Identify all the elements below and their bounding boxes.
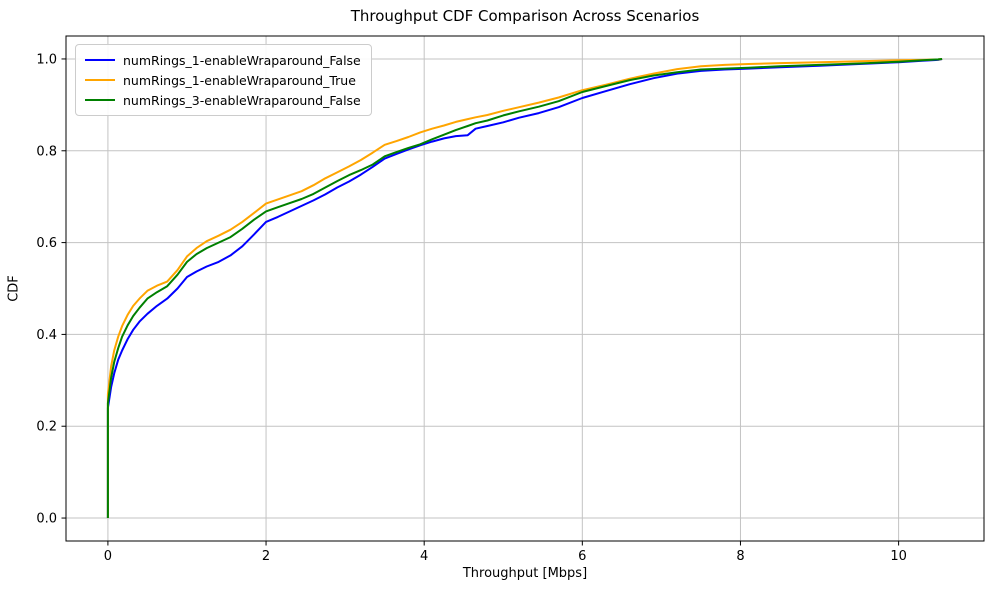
legend-label: numRings_1-enableWraparound_False (123, 52, 361, 68)
axes-spines (65, 35, 985, 542)
x-axis-label: Throughput [Mbps] (462, 566, 588, 581)
legend-entry: numRings_1-enableWraparound_False (85, 50, 361, 70)
legend-label: numRings_3-enableWraparound_False (123, 92, 361, 108)
y-tick-label: 0.8 (36, 144, 57, 159)
legend-line-swatch (85, 59, 115, 61)
x-tick-label: 4 (420, 549, 428, 564)
y-tick-label: 0.4 (36, 328, 57, 343)
y-tick-label: 0.6 (36, 236, 57, 251)
x-tick-label: 6 (578, 549, 586, 564)
legend-label: numRings_1-enableWraparound_True (123, 72, 356, 88)
x-tick-label: 2 (262, 549, 270, 564)
cdf-curve-numRings_1-enableWraparound_True (106, 58, 943, 518)
legend-line-swatch (85, 79, 115, 81)
x-tick-label: 10 (890, 549, 907, 564)
y-tick-label: 0.0 (36, 512, 57, 527)
y-tick-label: 0.2 (36, 420, 57, 435)
legend: numRings_1-enableWraparound_False numRing… (75, 44, 372, 116)
x-tick-label: 8 (736, 549, 744, 564)
y-axis-label: CDF (6, 275, 22, 302)
legend-entry: numRings_1-enableWraparound_True (85, 70, 361, 90)
cdf-curve-numRings_3-enableWraparound_False (106, 58, 943, 518)
legend-entry: numRings_3-enableWraparound_False (85, 90, 361, 110)
x-tick-label: 0 (104, 549, 112, 564)
chart-title: Throughput CDF Comparison Across Scenari… (350, 7, 700, 25)
legend-line-swatch (85, 99, 115, 101)
y-tick-label: 1.0 (36, 52, 57, 67)
cdf-curve-numRings_1-enableWraparound_False (106, 58, 943, 518)
